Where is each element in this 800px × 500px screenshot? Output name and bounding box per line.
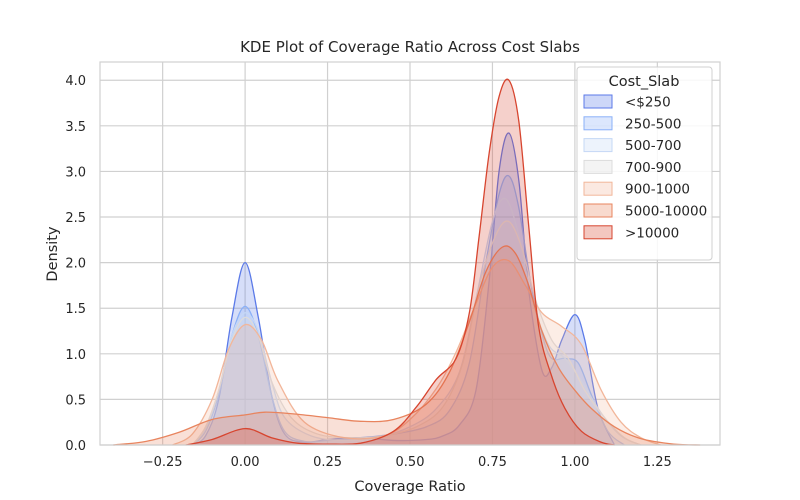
x-axis-label: Coverage Ratio — [354, 479, 465, 495]
legend-swatch — [583, 138, 613, 153]
density-area-900-1000 — [172, 259, 661, 445]
density-area-5000-10000 — [113, 245, 701, 445]
y-tick-label: 4.0 — [65, 74, 86, 89]
legend-label: <$250 — [625, 95, 671, 111]
legend-title: Cost_Slab — [609, 74, 680, 90]
y-tick-label: 3.5 — [65, 120, 86, 135]
density-line-250-500 — [191, 174, 625, 446]
legend-label: >10000 — [625, 225, 679, 241]
x-tick-label: 1.00 — [560, 455, 589, 470]
y-axis-label: Density — [45, 226, 61, 282]
legend-label: 250-500 — [625, 116, 681, 132]
legend-swatch — [583, 159, 613, 174]
legend-swatch — [583, 203, 613, 218]
density-line-900-1000 — [172, 258, 661, 446]
y-tick-label: 0.0 — [65, 439, 86, 454]
density-area-10000 — [185, 79, 615, 445]
y-tick-label: 2.5 — [65, 211, 86, 226]
legend-box — [576, 66, 713, 261]
density-line-5000-10000 — [113, 245, 701, 446]
density-line-500-700 — [191, 197, 642, 446]
density-area-250 — [192, 133, 615, 445]
chart-title: KDE Plot of Coverage Ratio Across Cost S… — [240, 38, 580, 56]
legend-label: 500-700 — [625, 138, 681, 154]
y-tick-label: 3.0 — [65, 165, 86, 180]
legend-swatch — [583, 94, 613, 109]
legend-label: 900-1000 — [625, 182, 690, 198]
legend-swatch — [583, 181, 613, 196]
density-series — [113, 78, 701, 446]
y-tick-label: 1.5 — [65, 302, 86, 317]
y-tick-label: 2.0 — [65, 257, 86, 272]
legend-label: 5000-10000 — [625, 204, 707, 220]
y-tick-label: 0.5 — [65, 393, 86, 408]
y-tick-label: 1.0 — [65, 348, 86, 363]
legend-items: <$250 250-500 500-700 700-900 900-1000 5000-1… — [583, 94, 707, 241]
legend: Cost_Slab <$250 250-500 500-700 700-900 900-… — [576, 66, 713, 261]
density-area-700-900 — [192, 221, 641, 445]
density-area-500-700 — [192, 198, 641, 445]
x-tick-label: 0.50 — [396, 455, 425, 470]
density-line-10000 — [185, 78, 615, 446]
x-tick-label: 0.75 — [478, 455, 507, 470]
legend-swatch — [583, 225, 613, 240]
x-tick-labels: −0.25 0.00 0.25 0.50 0.75 1.00 1.25 — [143, 455, 672, 470]
x-tick-label: 0.25 — [313, 455, 342, 470]
plot-frame — [99, 61, 721, 446]
x-tick-label: 1.25 — [643, 455, 672, 470]
y-tick-labels: 0.0 0.5 1.0 1.5 2.0 2.5 3.0 3.5 4.0 — [65, 74, 86, 454]
x-tick-label: 0.00 — [231, 455, 260, 470]
legend-label: 700-900 — [625, 160, 681, 176]
density-line-700-900 — [191, 220, 642, 446]
x-tick-label: −0.25 — [143, 455, 183, 470]
density-area-250-500 — [192, 175, 625, 446]
legend-swatch — [583, 116, 613, 131]
